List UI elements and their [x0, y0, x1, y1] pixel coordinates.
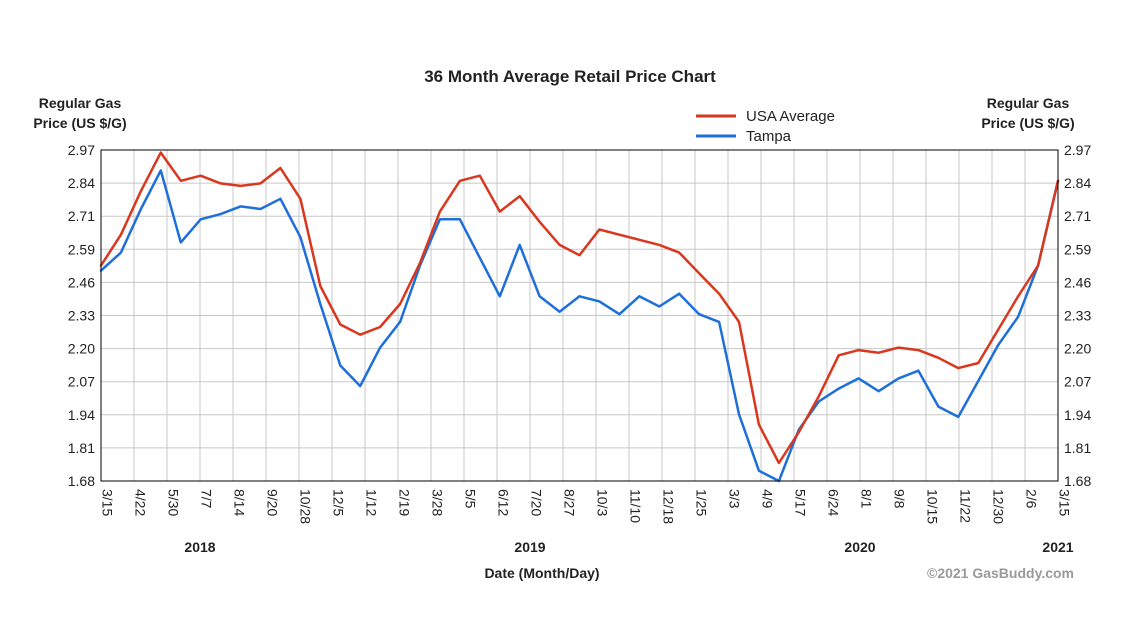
legend-label-usa: USA Average: [746, 108, 835, 125]
legend-label-tampa: Tampa: [746, 128, 792, 145]
y-tick-label-right: 2.59: [1064, 241, 1091, 257]
y-tick-label-right: 1.94: [1064, 407, 1091, 423]
x-tick-label: 2/6: [1023, 489, 1039, 509]
plot-frame: [100, 149, 1059, 482]
y-tick-label-left: 2.97: [68, 142, 95, 158]
year-label: 2019: [514, 539, 545, 555]
x-ticks: 3/15 4/22 5/30 7/7 8/14 9/20 10/28 12/5 1/12 2/19…: [99, 489, 1072, 524]
x-tick-label: 11/22: [957, 489, 973, 523]
y-tick-label-left: 2.71: [68, 208, 95, 224]
x-tick-label: 9/8: [891, 489, 907, 509]
y-tick-label-left: 2.20: [68, 341, 95, 357]
y-tick-label-left: 1.68: [68, 473, 95, 489]
x-tick-label: 7/7: [198, 489, 214, 509]
x-tick-label: 9/20: [264, 489, 280, 516]
y-tick-label-right: 2.07: [1064, 374, 1091, 390]
y-tick-label-right: 2.71: [1064, 208, 1091, 224]
series: [99, 151, 1060, 483]
y-tick-label-right: 1.81: [1064, 440, 1091, 456]
y-axis-label-right-line2: Price (US $/G): [981, 115, 1074, 131]
x-tick-label: 8/14: [231, 489, 247, 516]
y-axis-label-right-line1: Regular Gas: [987, 95, 1070, 111]
x-tick-label: 10/28: [297, 489, 313, 524]
x-tick-label: 5/17: [792, 489, 808, 516]
year-label: 2020: [844, 539, 875, 555]
x-tick-label: 2/19: [396, 489, 412, 516]
y-tick-label-left: 2.46: [68, 274, 95, 290]
y-axis-label-left-line1: Regular Gas: [39, 95, 122, 111]
x-tick-label: 6/12: [495, 489, 511, 516]
x-tick-label: 3/15: [1056, 489, 1072, 516]
y-axis-label-left-line2: Price (US $/G): [33, 115, 126, 131]
legend: USA Average Tampa: [696, 108, 835, 145]
y-tick-label-right: 1.68: [1064, 473, 1091, 489]
x-tick-label: 3/15: [99, 489, 115, 516]
y-tick-label-right: 2.33: [1064, 308, 1091, 324]
copyright: ©2021 GasBuddy.com: [927, 565, 1074, 581]
series-line-tampa: [99, 169, 1060, 483]
x-tick-label: 3/28: [429, 489, 445, 516]
y-tick-label-left: 2.59: [68, 241, 95, 257]
grid: [101, 150, 1058, 481]
x-tick-label: 12/18: [660, 489, 676, 524]
x-tick-label: 8/1: [858, 489, 874, 509]
y-ticks-right: 2.97 2.84 2.71 2.59 2.46 2.33 2.20 2.07 1.94 1.81…: [1064, 142, 1091, 489]
y-tick-label-left: 1.94: [68, 407, 95, 423]
x-tick-label: 8/27: [561, 489, 577, 516]
x-tick-label: 3/3: [726, 489, 742, 509]
y-tick-label-right: 2.20: [1064, 341, 1091, 357]
x-tick-label: 6/24: [825, 489, 841, 516]
x-tick-label: 12/30: [990, 489, 1006, 524]
x-tick-label: 10/3: [594, 489, 610, 516]
y-tick-label-left: 2.07: [68, 374, 95, 390]
year-label: 2021: [1042, 539, 1073, 555]
y-tick-label-left: 2.84: [68, 175, 95, 191]
x-tick-label: 4/22: [132, 489, 148, 516]
x-tick-label: 4/9: [759, 489, 775, 509]
y-ticks-left: 2.97 2.84 2.71 2.59 2.46 2.33 2.20 2.07 1.94 1.81…: [68, 142, 95, 489]
y-tick-label-left: 2.33: [68, 308, 95, 324]
x-axis-label: Date (Month/Day): [484, 565, 599, 581]
x-tick-label: 10/15: [924, 489, 940, 524]
y-tick-label-right: 2.84: [1064, 175, 1091, 191]
x-tick-label: 5/5: [462, 489, 478, 509]
x-tick-label: 12/5: [330, 489, 346, 516]
series-line-usa-average: [99, 151, 1060, 465]
chart-title: 36 Month Average Retail Price Chart: [424, 67, 716, 86]
year-labels: 2018 2019 2020 2021: [184, 539, 1073, 555]
x-tick-label: 11/10: [627, 489, 643, 523]
y-tick-label-right: 2.46: [1064, 274, 1091, 290]
x-tick-label: 5/30: [165, 489, 181, 516]
x-tick-label: 1/25: [693, 489, 709, 516]
y-tick-label-right: 2.97: [1064, 142, 1091, 158]
year-label: 2018: [184, 539, 215, 555]
x-tick-label: 1/12: [363, 489, 379, 516]
x-tick-label: 7/20: [528, 489, 544, 516]
y-tick-label-left: 1.81: [68, 440, 95, 456]
